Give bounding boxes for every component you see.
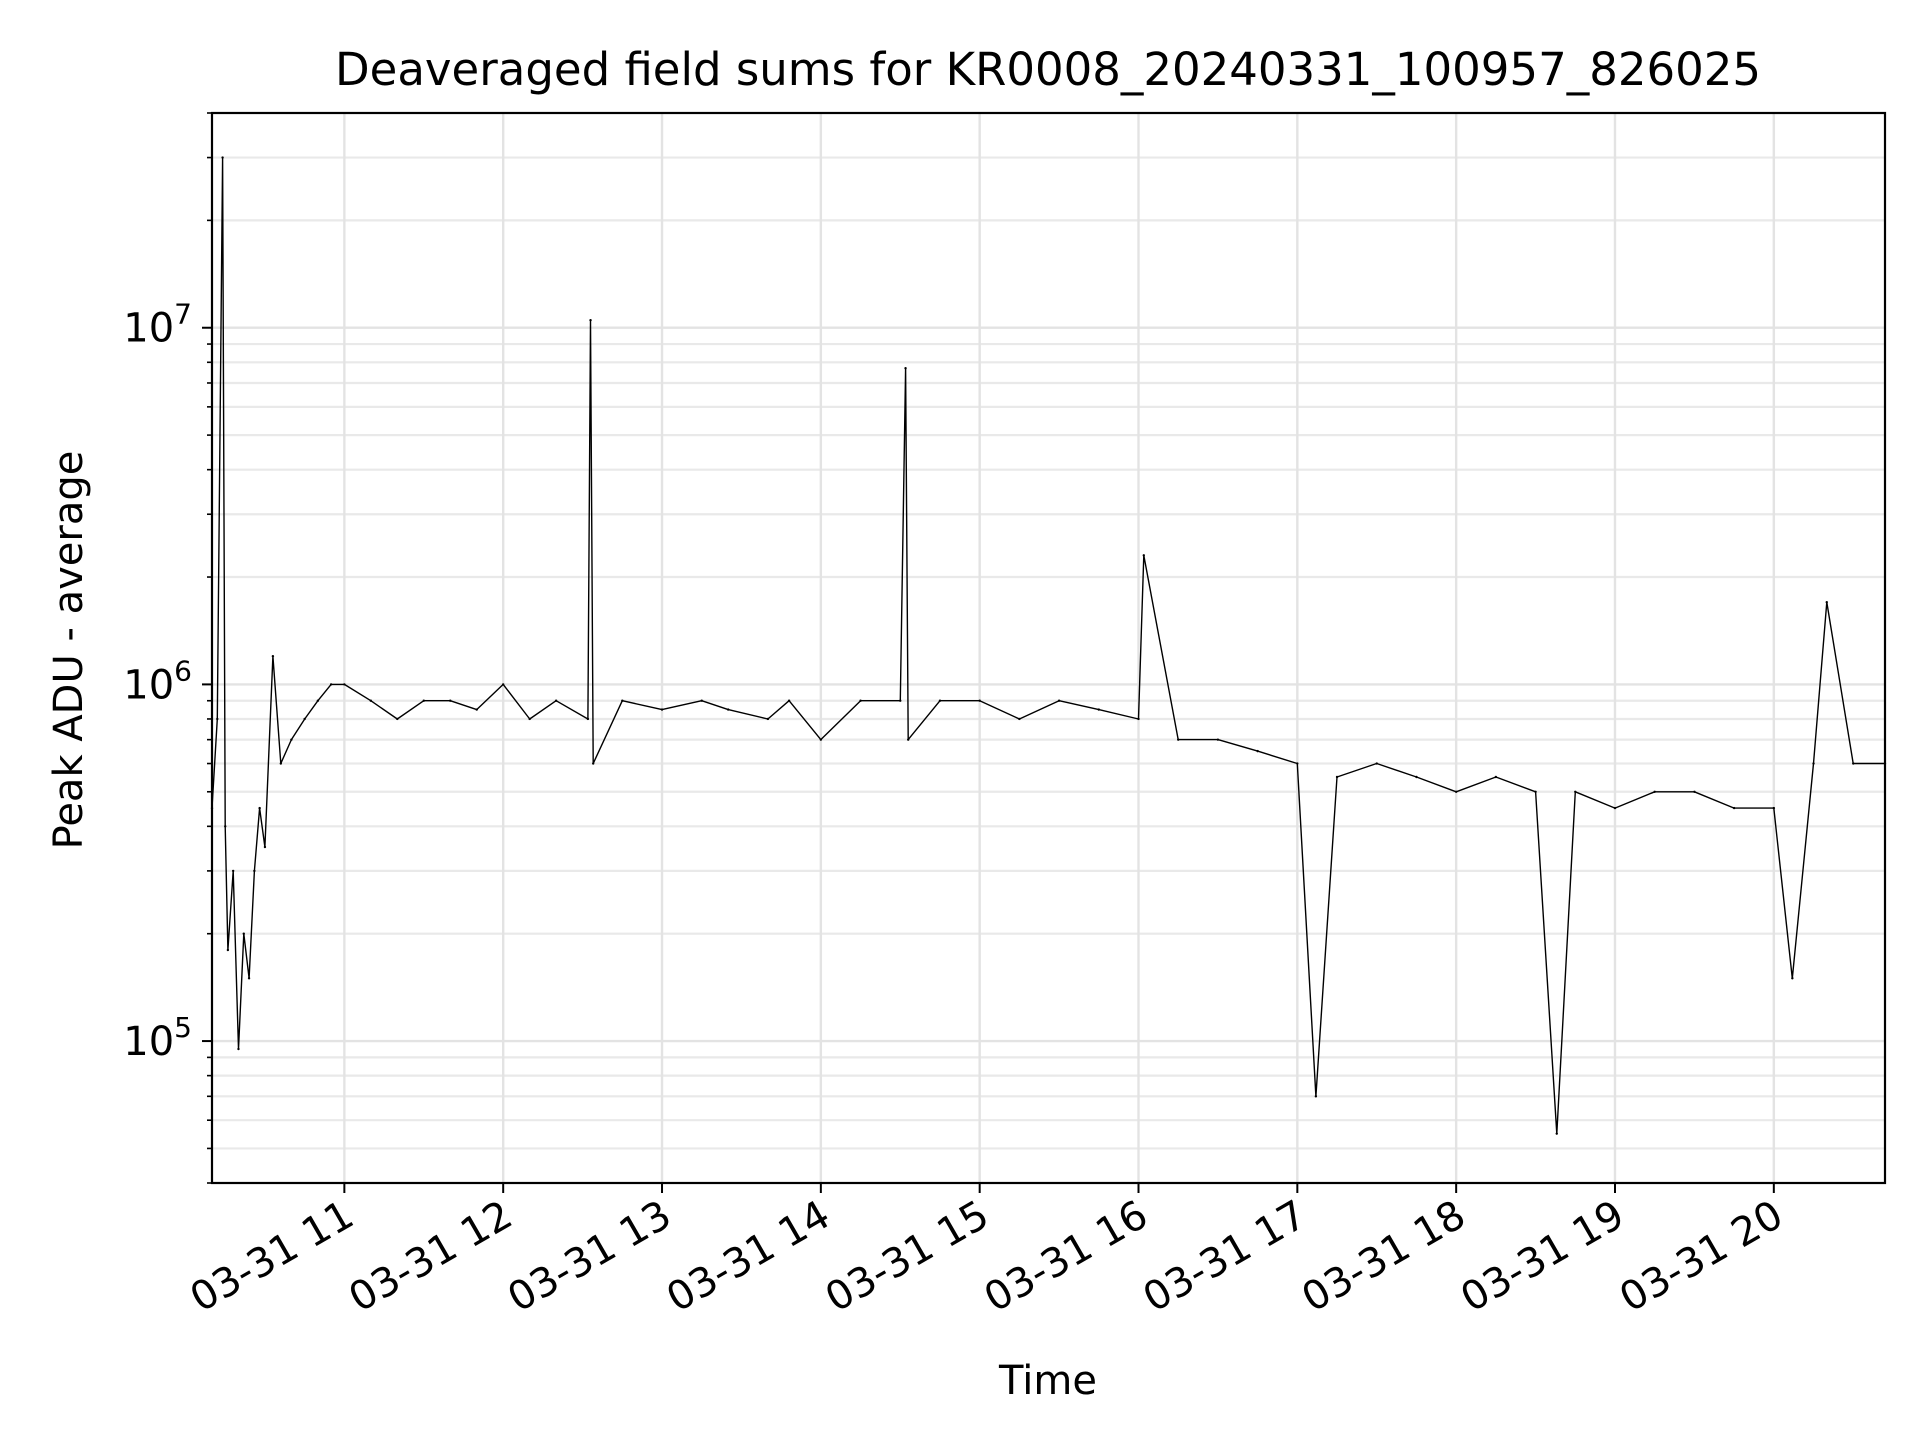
- y-tick-exponent: 5: [174, 1011, 192, 1044]
- data-point: [242, 932, 245, 935]
- x-axis-label: Time: [998, 1358, 1097, 1404]
- data-point: [1653, 790, 1656, 793]
- data-point: [422, 699, 425, 702]
- data-point: [253, 869, 256, 873]
- x-tick-label: 03-31 17: [1136, 1192, 1315, 1322]
- data-point: [263, 845, 267, 849]
- data-point: [216, 717, 219, 721]
- x-tick-label: 03-31 16: [977, 1192, 1156, 1322]
- data-point: [726, 708, 730, 711]
- data-point: [819, 738, 823, 741]
- data-point: [1574, 790, 1577, 793]
- data-point: [621, 699, 624, 702]
- data-point: [1825, 601, 1828, 604]
- data-point: [1375, 762, 1378, 765]
- x-tick-label: 03-31 14: [659, 1192, 838, 1322]
- plot-area: [210, 156, 1887, 1135]
- y-tick-base: 10: [123, 1019, 174, 1065]
- data-point: [660, 708, 664, 711]
- data-point: [1772, 806, 1776, 810]
- data-point: [475, 708, 478, 711]
- data-point: [1534, 790, 1537, 793]
- data-point: [1732, 806, 1736, 810]
- y-tick-label: 106: [123, 654, 192, 708]
- data-point: [554, 699, 558, 702]
- data-point: [787, 699, 791, 702]
- data-point: [224, 825, 227, 828]
- data-point: [1256, 749, 1259, 753]
- data-point: [1137, 717, 1140, 721]
- grid: [212, 111, 1885, 1185]
- data-point: [1296, 762, 1299, 765]
- data-point: [1791, 977, 1794, 980]
- data-point: [396, 717, 399, 721]
- data-point: [528, 717, 531, 721]
- data-point: [589, 318, 592, 322]
- x-tick-label: 03-31 18: [1294, 1192, 1473, 1322]
- data-point: [938, 699, 942, 702]
- data-point: [1142, 554, 1145, 557]
- data-point: [290, 738, 293, 741]
- x-tick-label: 03-31 11: [183, 1192, 362, 1322]
- data-point: [1018, 717, 1021, 721]
- y-axis-label: Peak ADU - average: [46, 451, 92, 850]
- data-point: [1097, 708, 1100, 711]
- data-point: [271, 654, 275, 658]
- data-point: [1177, 738, 1180, 741]
- data-point: [1613, 806, 1617, 810]
- x-tick-label: 03-31 12: [341, 1192, 520, 1322]
- data-point: [766, 717, 770, 721]
- data-point: [258, 806, 261, 810]
- data-point: [231, 869, 235, 873]
- data-point: [1216, 738, 1220, 741]
- data-point: [1555, 1132, 1558, 1135]
- data-point: [343, 683, 346, 686]
- data-point: [316, 699, 320, 702]
- data-series-line: [211, 156, 1885, 1135]
- x-tick-label: 03-31 19: [1453, 1192, 1632, 1322]
- data-point: [700, 699, 703, 702]
- x-tick-label: 03-31 20: [1612, 1192, 1791, 1322]
- data-point: [449, 699, 452, 702]
- data-point: [237, 1047, 240, 1051]
- data-point: [1314, 1095, 1318, 1098]
- data-point: [501, 683, 505, 686]
- data-point: [1454, 790, 1458, 793]
- data-point: [1415, 775, 1418, 779]
- chart-title: Deaveraged field sums for KR0008_2024033…: [335, 43, 1761, 96]
- plot-frame: [210, 111, 1887, 1185]
- data-point: [1494, 775, 1498, 779]
- data-point: [978, 699, 981, 702]
- data-point: [329, 683, 333, 686]
- data-point: [1852, 762, 1855, 765]
- data-point: [907, 738, 910, 741]
- x-tick-label: 03-31 13: [500, 1192, 679, 1322]
- data-point: [1693, 790, 1696, 793]
- y-tick-base: 10: [123, 662, 174, 708]
- data-point: [586, 717, 590, 721]
- data-point: [1057, 699, 1061, 702]
- data-point: [303, 717, 306, 721]
- data-point: [1335, 775, 1339, 779]
- data-point: [369, 699, 373, 702]
- y-tick-base: 10: [123, 306, 174, 352]
- data-point: [247, 977, 251, 980]
- data-point: [904, 367, 907, 370]
- y-tick-exponent: 6: [174, 654, 192, 687]
- data-point: [279, 762, 283, 765]
- y-tick-label: 107: [123, 298, 192, 352]
- data-point: [1812, 762, 1815, 765]
- y-tick-label: 105: [123, 1011, 192, 1065]
- x-tick-label: 03-31 15: [818, 1192, 997, 1322]
- data-point: [591, 762, 595, 765]
- data-point: [226, 948, 230, 952]
- data-point: [859, 699, 862, 702]
- data-point: [221, 156, 224, 159]
- y-tick-exponent: 7: [174, 298, 192, 331]
- data-point: [899, 699, 902, 702]
